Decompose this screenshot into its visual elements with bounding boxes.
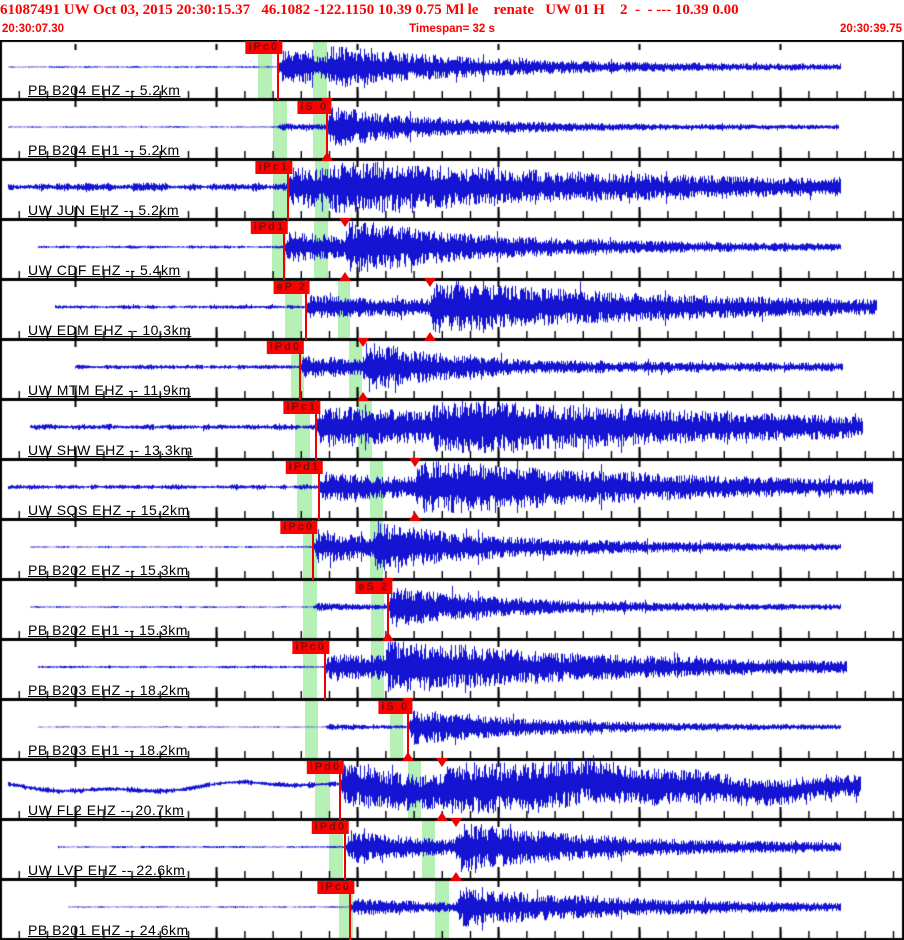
s-pick-marker-bottom[interactable] xyxy=(382,632,394,641)
s-pick-marker-top[interactable] xyxy=(436,758,448,767)
pick-label[interactable]: iPd0 xyxy=(306,761,344,774)
s-pick-marker-top[interactable] xyxy=(402,698,414,707)
pick-line[interactable] xyxy=(326,100,328,160)
window-start-time: 20:30:07.30 xyxy=(2,23,65,35)
station-label: PB B203 EH1 -- 18.2km xyxy=(28,742,188,758)
s-pick-marker-top[interactable] xyxy=(321,98,333,107)
pick-line[interactable] xyxy=(299,340,301,400)
s-pick-marker-top[interactable] xyxy=(357,338,369,347)
station-label: PB B202 EHZ -- 15.3km xyxy=(28,562,189,578)
s-pick-marker-top[interactable] xyxy=(424,278,436,287)
pick-label[interactable]: iPc0 xyxy=(245,41,282,54)
s-pick-marker-bottom[interactable] xyxy=(339,272,351,281)
station-label: UW EDM EHZ -- 10.3km xyxy=(28,322,192,338)
pick-line[interactable] xyxy=(312,520,314,580)
station-label: PB B204 EH1 -- 5.2km xyxy=(28,142,180,158)
waveform-canvas[interactable] xyxy=(0,40,904,940)
pick-label[interactable]: iPd0 xyxy=(266,341,304,354)
station-label: PB B202 EH1 -- 15.3km xyxy=(28,622,188,638)
timespan-label: Timespan= 32 s xyxy=(409,23,495,35)
pick-label[interactable]: iPc0 xyxy=(317,881,354,894)
s-pick-marker-bottom[interactable] xyxy=(450,872,462,881)
station-label: UW MTM EHZ -- 11.9km xyxy=(28,382,191,398)
pick-line[interactable] xyxy=(287,160,289,220)
s-pick-marker-bottom[interactable] xyxy=(424,332,436,341)
s-pick-marker-bottom[interactable] xyxy=(436,812,448,821)
station-label: PB B203 EHZ -- 18.2km xyxy=(28,682,189,698)
s-pick-marker-top[interactable] xyxy=(382,578,394,587)
pick-line[interactable] xyxy=(305,280,307,340)
station-label: UW FL2 EHZ -- 20.7km xyxy=(28,802,185,818)
pick-line[interactable] xyxy=(315,400,317,460)
trace-plot-area: PB B204 EHZ -- 5.2km iPc0 PB B204 EH1 -- 5… xyxy=(0,40,904,940)
station-label: UW JUN EHZ -- 5.2km xyxy=(28,202,180,218)
pick-label[interactable]: eP 2 xyxy=(273,281,310,294)
pick-line[interactable] xyxy=(339,760,341,820)
s-pick-marker-top[interactable] xyxy=(450,818,462,827)
pick-line[interactable] xyxy=(277,40,279,100)
pick-label[interactable]: iPc1 xyxy=(283,401,320,414)
event-info-header: 61087491 UW Oct 03, 2015 20:30:15.37 46.… xyxy=(0,2,739,18)
station-label: UW SQS EHZ -- 15.2km xyxy=(28,502,190,518)
pick-label[interactable]: iPd1 xyxy=(285,461,323,474)
pick-label[interactable]: iPc0 xyxy=(292,641,329,654)
station-label: UW CDF EHZ -- 5.4km xyxy=(28,262,181,278)
s-pick-marker-bottom[interactable] xyxy=(402,752,414,761)
station-label: UW LVP EHZ -- 22.6km xyxy=(28,862,186,878)
station-label: PB B204 EHZ -- 5.2km xyxy=(28,82,181,98)
pick-line[interactable] xyxy=(324,640,326,700)
s-pick-marker-top[interactable] xyxy=(339,218,351,227)
pick-line[interactable] xyxy=(283,220,285,280)
pick-line[interactable] xyxy=(344,820,346,880)
pick-label[interactable]: iPd1 xyxy=(250,221,288,234)
pick-line[interactable] xyxy=(318,460,320,520)
station-label: UW SHW EHZ -- 13.3km xyxy=(28,442,193,458)
pick-label[interactable]: iPc0 xyxy=(280,521,317,534)
station-label: PB B201 EHZ -- 24.6km xyxy=(28,922,189,938)
pick-line[interactable] xyxy=(407,700,409,760)
pick-label[interactable]: iPc1 xyxy=(255,161,292,174)
time-axis-header: 20:30:07.30 Timespan= 32 s 20:30:39.75 xyxy=(0,21,904,38)
pick-line[interactable] xyxy=(349,880,351,940)
s-pick-marker-bottom[interactable] xyxy=(321,152,333,161)
pick-label[interactable]: iPd0 xyxy=(311,821,349,834)
s-pick-marker-top[interactable] xyxy=(409,458,421,467)
s-pick-marker-bottom[interactable] xyxy=(409,512,421,521)
pick-line[interactable] xyxy=(387,580,389,640)
window-end-time: 20:30:39.75 xyxy=(839,23,902,35)
s-pick-marker-bottom[interactable] xyxy=(357,392,369,401)
